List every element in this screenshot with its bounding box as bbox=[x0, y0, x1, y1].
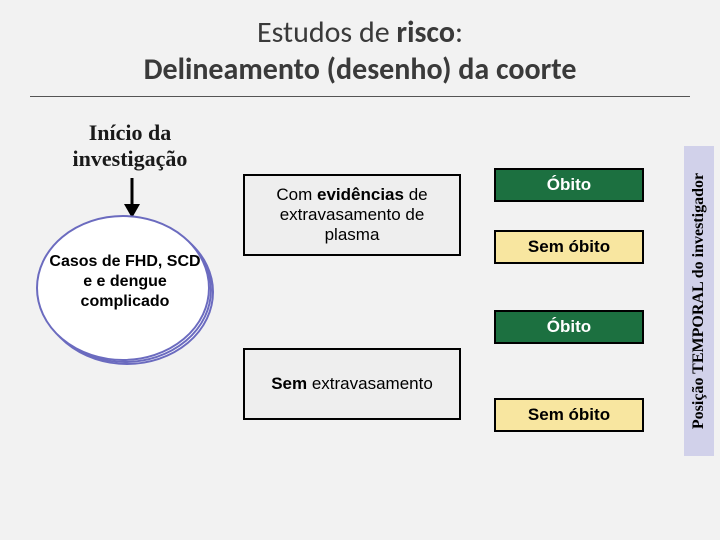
diagram-content: Início da investigação Casos de FHD, SCD… bbox=[0, 110, 720, 530]
box-sem-obito-2: Sem óbito bbox=[494, 398, 644, 432]
evidencias-bold: evidências bbox=[317, 185, 404, 204]
box-obito-2: Óbito bbox=[494, 310, 644, 344]
investigation-l1: Início da bbox=[89, 120, 172, 145]
box-obito-1: Óbito bbox=[494, 168, 644, 202]
temporal-axis-label: Posição TEMPORAL do investigador bbox=[684, 146, 714, 456]
title-bold: risco bbox=[396, 14, 455, 51]
temporal-axis-text: Posição TEMPORAL do investigador bbox=[690, 173, 708, 429]
investigation-start-label: Início da investigação bbox=[40, 120, 220, 173]
title-line-1: Estudos de risco: bbox=[0, 14, 720, 51]
box-evidencias: Com evidências de extravasamento de plas… bbox=[243, 174, 461, 256]
title-block: Estudos de risco: Delineamento (desenho)… bbox=[0, 0, 720, 96]
box-sem-extravasamento: Sem extravasamento bbox=[243, 348, 461, 420]
title-divider bbox=[30, 96, 690, 97]
cases-ellipse: Casos de FHD, SCD e e dengue complicado bbox=[35, 212, 215, 372]
investigation-l2: investigação bbox=[73, 146, 188, 171]
box-sem-obito-1: Sem óbito bbox=[494, 230, 644, 264]
evidencias-pre: Com bbox=[276, 185, 317, 204]
semext-plain: extravasamento bbox=[307, 374, 433, 393]
semext-bold: Sem bbox=[271, 374, 307, 393]
title-pre: Estudos de bbox=[257, 14, 396, 51]
title-line-2: Delineamento (desenho) da coorte bbox=[0, 51, 720, 88]
cases-label: Casos de FHD, SCD e e dengue complicado bbox=[45, 252, 205, 312]
title-post: : bbox=[455, 14, 463, 51]
